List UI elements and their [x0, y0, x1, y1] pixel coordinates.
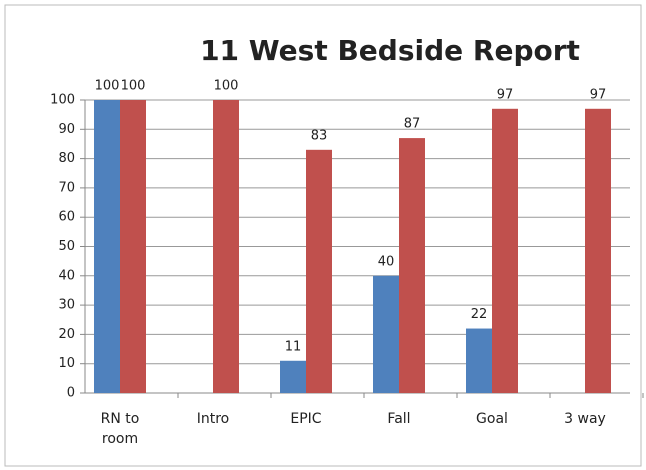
x-tick-label: RN to room	[100, 411, 140, 447]
y-tick-label: 70	[58, 180, 75, 195]
x-tick-label: Intro	[196, 411, 230, 427]
bar	[280, 360, 306, 393]
bar	[94, 100, 120, 393]
value-label: 83	[311, 128, 328, 143]
y-tick-label: 100	[50, 93, 75, 108]
y-tick-label: 50	[58, 239, 75, 254]
value-label: 97	[497, 87, 514, 102]
value-label: 100	[121, 79, 146, 94]
bar	[585, 108, 611, 393]
value-label: 87	[404, 117, 421, 132]
bar	[399, 138, 425, 393]
bar	[492, 108, 518, 393]
bar	[213, 100, 239, 393]
y-tick-label: 0	[67, 386, 75, 401]
bar	[120, 100, 146, 393]
y-tick-label: 30	[58, 298, 75, 313]
x-tick-label: Goal	[476, 411, 508, 427]
y-tick-label: 40	[58, 268, 75, 283]
value-label: 22	[471, 307, 488, 322]
x-tick-label: EPIC	[290, 411, 322, 427]
y-tick-label: 90	[58, 122, 75, 137]
value-label: 11	[285, 339, 302, 354]
value-label: 100	[95, 79, 120, 94]
value-label: 40	[378, 254, 395, 269]
chart-title: 11 West Bedside Report	[200, 34, 580, 67]
x-tick-label: Fall	[387, 411, 411, 427]
y-tick-label: 10	[58, 356, 75, 371]
value-label: 100	[214, 79, 239, 94]
y-tick-label: 80	[58, 151, 75, 166]
y-tick-label: 20	[58, 327, 75, 342]
value-label: 97	[590, 87, 607, 102]
y-tick-label: 60	[58, 210, 75, 225]
bar	[373, 275, 399, 393]
bar	[306, 149, 332, 393]
x-tick-label: 3 way	[564, 411, 606, 427]
bar	[466, 328, 492, 393]
